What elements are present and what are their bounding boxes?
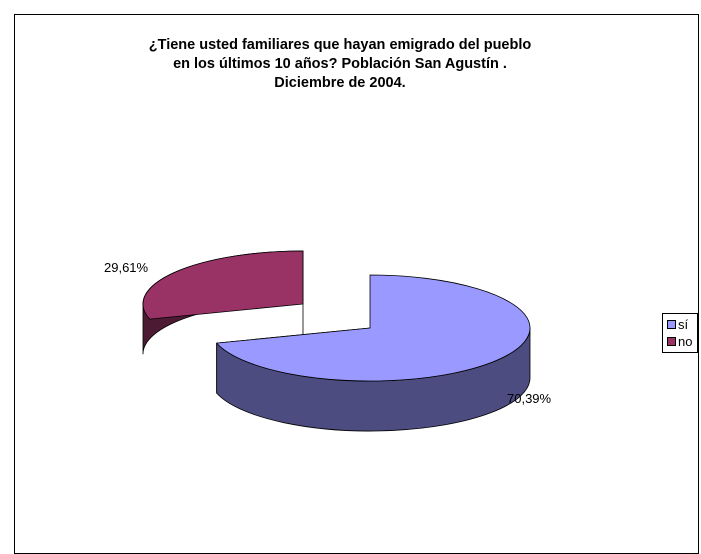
chart-title-line-3: Diciembre de 2004. <box>274 75 406 91</box>
legend-swatch-no <box>667 337 676 346</box>
legend-label-si: sí <box>678 317 689 332</box>
data-label-no: 29,61% <box>104 260 149 275</box>
chart-area <box>14 14 699 554</box>
legend: sí no <box>662 313 698 353</box>
slice-si-top <box>216 274 531 382</box>
legend-swatch-si <box>667 320 676 329</box>
slice-no-top <box>142 250 304 320</box>
pie-chart: 70,39% 29,61% <box>104 250 552 432</box>
data-label-si: 70,39% <box>507 391 552 406</box>
legend-label-no: no <box>678 334 693 349</box>
legend-item-si: sí <box>667 316 697 333</box>
legend-item-no: no <box>667 333 697 350</box>
chart-title-line-1: ¿Tiene usted familiares que hayan emigra… <box>148 37 532 53</box>
pie-slices <box>142 250 531 432</box>
chart-title-line-2: en los últimos 10 años? Población San Ag… <box>173 56 507 72</box>
chart-title: ¿Tiene usted familiares que hayan emigra… <box>70 36 610 93</box>
